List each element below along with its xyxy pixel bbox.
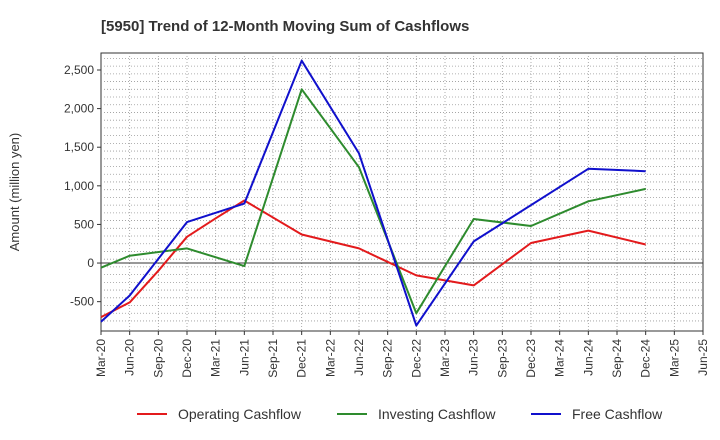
x-tick-label: Mar-20 (94, 339, 108, 377)
x-tick-label: Sep-20 (151, 339, 165, 378)
x-tick-label: Mar-23 (438, 339, 452, 377)
x-tick-label: Jun-23 (467, 339, 481, 376)
y-tick-label: 0 (87, 256, 94, 270)
x-tick-label: Mar-25 (667, 339, 681, 377)
y-tick-label: 500 (74, 217, 94, 231)
chart-title: [5950] Trend of 12-Month Moving Sum of C… (101, 18, 469, 35)
series-lines (100, 59, 646, 327)
x-tick-label: Sep-24 (610, 339, 624, 378)
y-tick-label: 2,500 (64, 63, 94, 77)
legend-label: Operating Cashflow (178, 406, 302, 422)
series-line-investing-cashflow (100, 88, 646, 315)
x-tick-label: Dec-20 (180, 339, 194, 378)
y-axis-ticks: -500 0 500 1,000 1,500 2,000 2,500 (64, 63, 101, 309)
x-tick-label: Dec-24 (639, 339, 653, 378)
x-tick-label: Jun-25 (696, 339, 710, 376)
legend-label: Investing Cashflow (378, 406, 496, 422)
x-tick-label: Mar-24 (553, 339, 567, 377)
x-tick-label: Dec-23 (524, 339, 538, 378)
plot-area (100, 52, 704, 332)
x-axis-ticks: Mar-20 Jun-20 Sep-20 Dec-20 Mar-21 Jun-21 Sep-… (94, 331, 710, 378)
x-tick-label: Sep-21 (266, 339, 280, 378)
x-tick-label: Dec-21 (295, 339, 309, 378)
x-tick-label: Mar-21 (209, 339, 223, 377)
y-axis-label: Amount (million yen) (7, 133, 22, 252)
x-tick-label: Mar-22 (323, 339, 337, 377)
series-line-free-cashflow (100, 59, 646, 327)
x-tick-label: Jun-22 (352, 339, 366, 376)
legend: Operating Cashflow Investing Cashflow Free… (137, 406, 663, 422)
x-tick-label: Jun-20 (123, 339, 137, 376)
x-tick-label: Dec-22 (409, 339, 423, 378)
x-tick-label: Sep-23 (495, 339, 509, 378)
x-tick-label: Jun-24 (581, 339, 595, 376)
series-line-operating-cashflow (100, 199, 646, 318)
x-tick-label: Jun-21 (237, 339, 251, 376)
y-tick-label: 2,000 (64, 102, 94, 116)
x-tick-label: Sep-22 (381, 339, 395, 378)
legend-label: Free Cashflow (572, 406, 663, 422)
y-tick-label: 1,000 (64, 179, 94, 193)
y-tick-label: 1,500 (64, 140, 94, 154)
y-tick-label: -500 (70, 295, 94, 309)
